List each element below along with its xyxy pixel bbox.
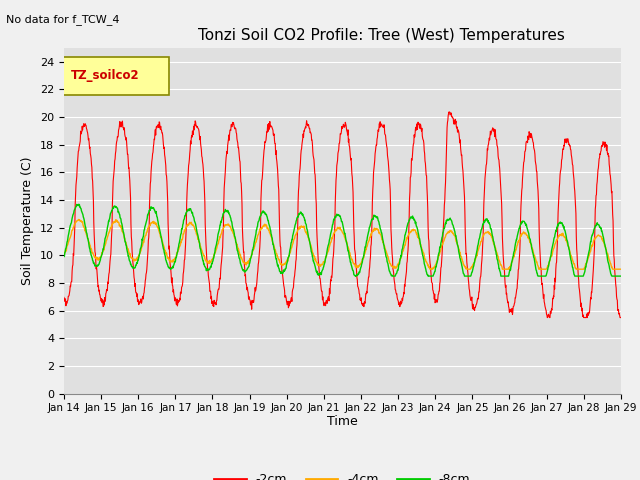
Text: No data for f_TCW_4: No data for f_TCW_4 bbox=[6, 14, 120, 25]
X-axis label: Time: Time bbox=[327, 415, 358, 428]
Text: TZ_soilco2: TZ_soilco2 bbox=[70, 69, 140, 82]
Title: Tonzi Soil CO2 Profile: Tree (West) Temperatures: Tonzi Soil CO2 Profile: Tree (West) Temp… bbox=[198, 28, 565, 43]
FancyBboxPatch shape bbox=[63, 57, 169, 95]
Legend: -2cm, -4cm, -8cm: -2cm, -4cm, -8cm bbox=[209, 468, 476, 480]
Y-axis label: Soil Temperature (C): Soil Temperature (C) bbox=[22, 156, 35, 285]
